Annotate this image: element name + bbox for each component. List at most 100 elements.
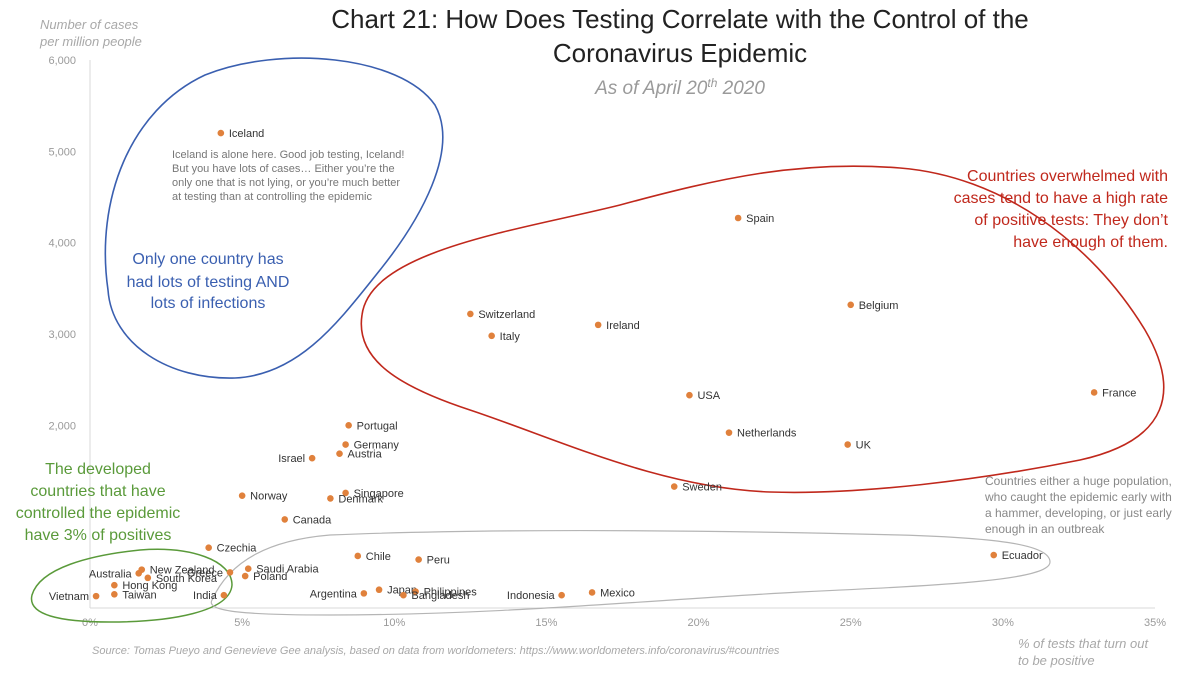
y-tick-label: 4,000 <box>48 238 76 250</box>
data-label-spain: Spain <box>746 213 774 225</box>
data-label-peru: Peru <box>427 555 450 567</box>
data-label-hong-kong: Hong Kong <box>122 580 177 592</box>
data-points: Iceland Spain Belgium Switzerland Ireland Ita… <box>49 128 1136 603</box>
data-point-australia <box>135 569 142 577</box>
data-point-vietnam <box>92 592 100 600</box>
data-label-austria: Austria <box>348 449 383 461</box>
iceland-note-line4: at testing than at controlling the epide… <box>172 191 372 203</box>
iceland-note: Iceland is alone here. Good job testing,… <box>172 149 404 203</box>
data-label-ecuador: Ecuador <box>1002 550 1043 562</box>
data-label-usa: USA <box>697 390 720 402</box>
gray-note-line3: a hammer, developing, or just early <box>985 506 1172 520</box>
chart-subtitle: As of April 20th 2020 <box>594 76 765 99</box>
data-point-usa <box>686 391 693 399</box>
data-point-sweden <box>670 483 678 490</box>
data-label-norway: Norway <box>250 491 288 503</box>
data-label-indonesia: Indonesia <box>507 590 556 602</box>
iceland-note-line1: Iceland is alone here. Good job testing,… <box>172 149 404 161</box>
data-label-new-zealand: New Zealand <box>150 565 215 577</box>
data-label-belgium: Belgium <box>859 300 899 312</box>
data-label-germany: Germany <box>354 440 400 452</box>
data-label-taiwan: Taiwan <box>122 589 156 601</box>
data-point-south-korea <box>144 574 152 582</box>
y-axis-label-line2: per million people <box>39 34 142 49</box>
data-point-argentina <box>360 590 368 597</box>
data-point-iceland <box>217 129 225 137</box>
green-note-line3: controlled the epidemic <box>16 505 181 522</box>
data-point-ireland <box>594 321 602 329</box>
blue-note-line3: lots of infections <box>151 295 266 312</box>
data-point-bangladesh <box>400 591 407 599</box>
data-point-taiwan <box>111 591 118 598</box>
x-tick-label: 30% <box>992 617 1014 629</box>
data-label-sweden: Sweden <box>682 482 722 494</box>
data-label-chile: Chile <box>366 551 391 563</box>
data-label-saudi-arabia: Saudi Arabia <box>256 564 319 576</box>
data-point-hong-kong <box>111 581 118 589</box>
data-label-switzerland: Switzerland <box>478 309 535 321</box>
blue-note-line2: had lots of testing AND <box>127 274 290 291</box>
data-point-peru <box>415 556 422 563</box>
chart-title-line1: Chart 21: How Does Testing Correlate wit… <box>331 4 1029 34</box>
data-point-belgium <box>847 301 855 309</box>
data-point-singapore <box>342 489 349 497</box>
red-note-line3: of positive tests: They don’t <box>974 212 1168 229</box>
red-note-line1: Countries overwhelmed with <box>967 168 1168 185</box>
data-point-mexico <box>588 589 596 596</box>
data-point-japan <box>375 586 383 594</box>
data-point-germany <box>342 441 349 448</box>
data-label-denmark: Denmark <box>338 493 383 505</box>
data-label-philippines: Philippines <box>424 587 478 599</box>
data-point-saudi-arabia <box>244 565 252 573</box>
green-note-line4: have 3% of positives <box>25 527 172 544</box>
data-point-israel <box>308 454 316 462</box>
data-label-mexico: Mexico <box>600 587 635 599</box>
gray-note-line2: who caught the epidemic early with <box>984 490 1172 504</box>
green-note-line1: The developed <box>45 461 151 478</box>
data-point-italy <box>488 332 495 340</box>
red-note-line4: have enough of them. <box>1013 234 1168 251</box>
data-point-denmark <box>327 495 334 502</box>
data-point-france <box>1090 389 1098 396</box>
green-note: The developed countries that have contro… <box>16 461 181 544</box>
y-tick-label: 2,000 <box>48 420 76 432</box>
data-point-poland <box>241 572 249 580</box>
red-note: Countries overwhelmed with cases tend to… <box>954 168 1169 251</box>
chart-subtitle-end: 2020 <box>717 78 765 99</box>
data-label-uk: UK <box>856 440 872 452</box>
data-label-israel: Israel <box>278 453 305 465</box>
data-label-japan: Japan <box>387 585 417 597</box>
data-point-portugal <box>345 422 352 429</box>
x-axis-label-line2: to be positive <box>1018 653 1095 668</box>
x-tick-label: 15% <box>535 617 557 629</box>
data-point-chile <box>354 552 362 560</box>
data-point-india <box>220 591 228 599</box>
data-label-greece: Greece <box>187 567 223 579</box>
x-axis-label-line1: % of tests that turn out <box>1018 636 1149 651</box>
data-label-singapore: Singapore <box>354 488 404 500</box>
x-tick-label: 0% <box>82 617 98 629</box>
gray-note: Countries either a huge population, who … <box>984 474 1172 536</box>
data-label-ireland: Ireland <box>606 320 640 332</box>
data-point-greece <box>226 569 234 576</box>
data-label-vietnam: Vietnam <box>49 591 89 603</box>
data-point-austria <box>336 450 343 457</box>
x-tick-label: 25% <box>840 617 862 629</box>
y-tick-label: 5,000 <box>48 146 76 158</box>
data-point-czechia <box>205 544 212 552</box>
red-note-line2: cases tend to have a high rate <box>954 190 1168 207</box>
axis-ticks: 0% 5% 10% 15% 20% 25% 30% 35% 2,000 3,000 4,000 5,0… <box>48 55 1166 629</box>
x-tick-label: 35% <box>1144 617 1166 629</box>
blue-note-line1: Only one country has <box>132 251 283 268</box>
chart-subtitle-sup: th <box>707 76 717 90</box>
data-label-india: India <box>193 590 218 602</box>
x-tick-label: 10% <box>383 617 405 629</box>
data-label-australia: Australia <box>89 568 133 580</box>
green-region-outline <box>30 548 233 623</box>
data-point-canada <box>281 516 289 523</box>
data-point-ecuador <box>990 551 998 559</box>
data-point-indonesia <box>558 591 565 599</box>
red-region-outline <box>360 165 1165 494</box>
data-label-italy: Italy <box>500 331 521 343</box>
